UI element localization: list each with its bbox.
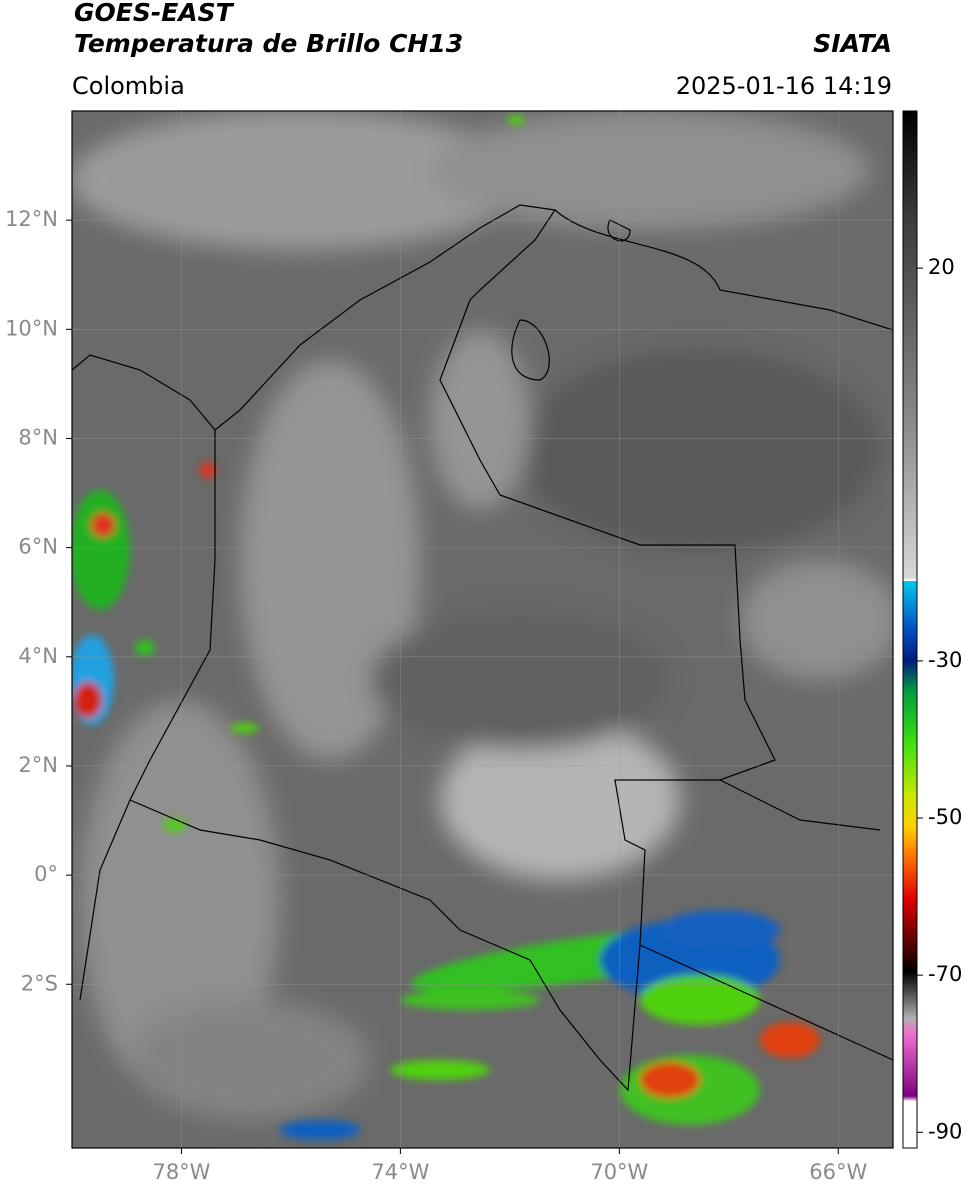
y-tick-label: 2°N [18, 753, 58, 777]
colorbar-tick-label: -70 [928, 962, 962, 986]
colorbar-tick-label: -90 [928, 1119, 962, 1143]
colorbar [902, 110, 918, 1149]
y-tick-label: 0° [34, 862, 58, 886]
y-tick-label: 8°N [18, 425, 58, 449]
x-tick-label: 78°W [152, 1160, 210, 1184]
y-tick-label: 6°N [18, 535, 58, 559]
x-tick-label: 70°W [590, 1160, 648, 1184]
y-tick-label: 2°S [21, 971, 58, 995]
datetime: 2025-01-16 14:19 [676, 72, 892, 100]
source: SIATA [813, 29, 892, 58]
y-tick-label: 12°N [5, 207, 58, 231]
y-tick-label: 10°N [5, 316, 58, 340]
y-tick-label: 4°N [18, 644, 58, 668]
colorbar-tick-label: -30 [928, 648, 962, 672]
x-tick-label: 66°W [809, 1160, 867, 1184]
x-tick-label: 74°W [371, 1160, 429, 1184]
colorbar-tick-label: -50 [928, 805, 962, 829]
satellite-image [72, 111, 893, 1148]
satellite: GOES-EAST [74, 0, 235, 27]
region: Colombia [72, 72, 185, 100]
map-frame [71, 110, 894, 1149]
colorbar-tick-label: 20 [928, 255, 955, 279]
product: Temperatura de Brillo CH13 [74, 29, 463, 58]
